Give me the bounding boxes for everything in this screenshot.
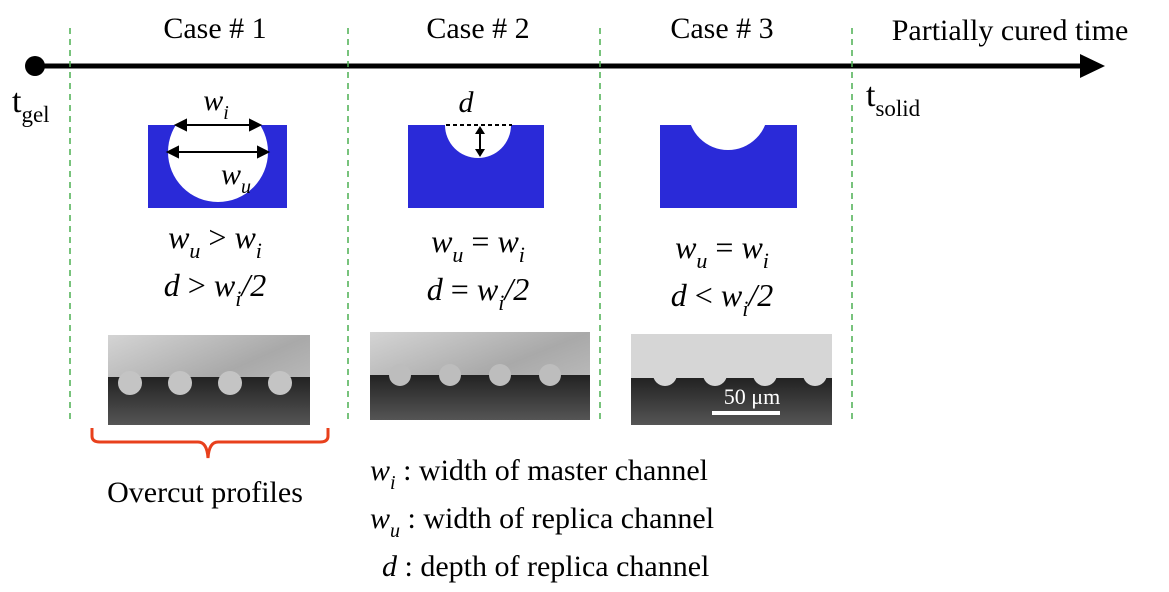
text-part: > (200, 219, 234, 255)
micrograph-3 (631, 334, 832, 425)
diagram: 50 μm Overcut profiles Partially cured t… (0, 0, 1169, 592)
shape-label: wi (203, 84, 229, 124)
variable: d (164, 267, 181, 303)
subscript: u (452, 242, 463, 267)
legend-entry: wu : width of replica channel (370, 502, 714, 542)
variable: w (431, 223, 453, 259)
variable: w (214, 267, 236, 303)
subscript: u (189, 238, 200, 263)
variable: w (675, 229, 697, 265)
text-part: : width of replica channel (400, 502, 714, 535)
micrograph-2 (370, 332, 590, 420)
variable: w (370, 502, 390, 535)
subscript: gel (21, 102, 49, 127)
variable: /2 (239, 267, 266, 303)
variable: /2 (502, 271, 529, 307)
variable: w (497, 223, 519, 259)
variable: w (477, 271, 499, 307)
text-part: = (443, 271, 477, 307)
condition: wu = wi (675, 229, 769, 273)
overcut-brace (92, 428, 328, 458)
text-part: = (463, 223, 497, 259)
legend-entry: wi : width of master channel (370, 454, 708, 494)
condition: wu = wi (431, 223, 525, 267)
shape-label: d (459, 86, 475, 119)
variable: w (741, 229, 763, 265)
case-1-shape (148, 102, 287, 208)
micrograph-1 (108, 335, 310, 425)
subscript: i (256, 238, 262, 263)
case-title: Case # 1 (163, 12, 266, 45)
case-title: Case # 3 (670, 12, 773, 45)
overcut-label: Overcut profiles (107, 476, 303, 509)
variable: w (721, 277, 743, 313)
case-title: Case # 2 (426, 12, 529, 45)
subscript: i (223, 102, 229, 124)
variable: w (221, 158, 241, 191)
legend-entry: d : depth of replica channel (382, 550, 709, 583)
condition: d < wi/2 (671, 277, 773, 321)
text-part: = (707, 229, 741, 265)
case-2-shape (408, 92, 544, 208)
subscript: solid (875, 96, 920, 121)
timeline-end-label: tsolid (866, 77, 921, 121)
text-part: : depth of replica channel (397, 550, 709, 583)
subscript: i (763, 248, 769, 273)
variable: /2 (746, 277, 773, 313)
text-part: : width of master channel (396, 454, 708, 487)
variable: w (203, 84, 223, 117)
timeline-arrowhead (1080, 54, 1105, 78)
variable: d (671, 277, 688, 313)
subscript: u (390, 520, 400, 542)
subscript: i (519, 242, 525, 267)
scale-bar-label: 50 μm (724, 384, 780, 409)
variable: w (370, 454, 390, 487)
condition: d > wi/2 (164, 267, 266, 311)
text-part: < (687, 277, 721, 313)
subscript: u (696, 248, 707, 273)
variable: d (382, 550, 398, 583)
case-3-shape (660, 70, 797, 208)
variable: w (234, 219, 256, 255)
timeline-start-dot (25, 56, 45, 76)
condition: wu > wi (168, 219, 262, 263)
subscript: u (241, 176, 251, 198)
text-part: > (180, 267, 214, 303)
condition: d = wi/2 (427, 271, 529, 315)
timeline-start-label: tgel (12, 83, 50, 127)
variable: d (459, 86, 475, 119)
variable: w (168, 219, 190, 255)
timeline-axis-label: Partially cured time (892, 14, 1129, 47)
variable: d (427, 271, 444, 307)
